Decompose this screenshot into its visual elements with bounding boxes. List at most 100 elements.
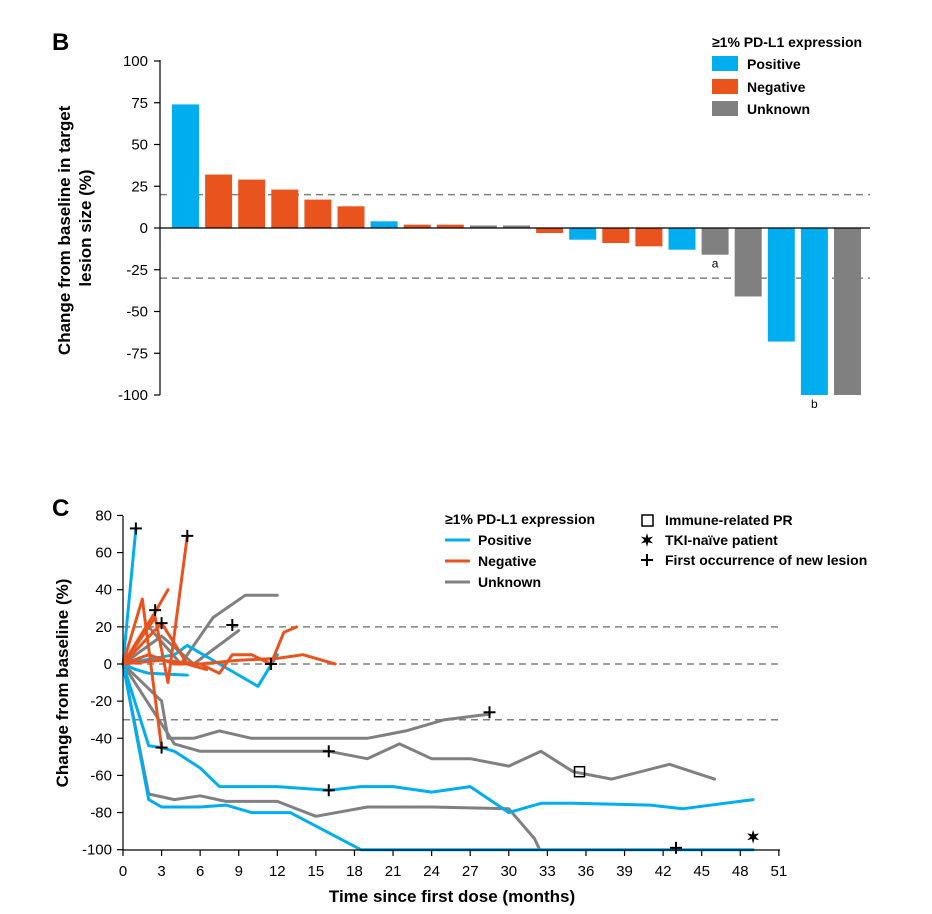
panel-c-reference-lines — [123, 626, 780, 721]
panel-c-x-tick-label: 30 — [500, 863, 517, 880]
new-lesion-marker-2 — [149, 604, 162, 617]
tki-naive-star-icon — [640, 533, 654, 547]
panel-b-bar-10 — [469, 225, 497, 228]
panel-b-bar-9 — [436, 224, 464, 228]
immune-related-pr-marker — [573, 765, 586, 778]
panel-b-bar-6 — [337, 206, 365, 228]
new-lesion-marker-8 — [322, 745, 335, 758]
new-lesion-marker-6 — [264, 658, 277, 670]
panel-c-x-tick-label: 21 — [385, 863, 402, 880]
panel-c-legend: ≥1% PD-L1 expression Positive Negative U… — [445, 511, 595, 590]
panel-c-x-tick-label: 18 — [346, 863, 363, 880]
panel-c-legend-label-negative: Negative — [478, 553, 537, 569]
panel-b-y-axis-title: Change from baseline in target lesion si… — [55, 101, 95, 355]
panel-c-y-tick-label: -80 — [90, 805, 112, 822]
panel-b-legend-title: ≥1% PD-L1 expression — [712, 34, 862, 50]
marker-legend-new-lesion: First occurrence of new lesion — [665, 552, 867, 568]
panel-c-legend-label-unknown: Unknown — [478, 574, 541, 590]
marker-legend-tki-naive: TKI-naïve patient — [665, 532, 778, 548]
panel-b-bar-8 — [403, 224, 431, 228]
panel-b-y-tick-label: 25 — [131, 178, 148, 195]
panel-b-legend-swatch-negative — [712, 79, 738, 94]
panel-b-bar-note-a: a — [712, 257, 719, 271]
panel-b-y-tick-label: -25 — [126, 262, 148, 279]
panel-b-bar-3 — [238, 179, 266, 228]
new-lesion-marker-5 — [226, 619, 239, 632]
panel-b-bar-2 — [205, 174, 233, 228]
panel-b-reference-lines — [160, 193, 870, 279]
panel-c-x-tick-label: 45 — [693, 863, 710, 880]
new-lesion-plus-icon — [641, 554, 653, 566]
new-lesion-marker-7 — [155, 741, 168, 754]
panel-c-y-ticks: 80 60 40 20 0 -20 -40 -60 -80 -100 — [82, 507, 123, 859]
panel-c-y-tick-label: 0 — [104, 656, 112, 673]
panel-c-series — [121, 526, 755, 852]
panel-b-bar-4 — [271, 189, 299, 228]
panel-b-y-ticks: 100 75 50 25 0 -25 -50 -75 -100 — [118, 53, 160, 404]
panel-c-series-negative-16 — [121, 653, 337, 666]
panel-c-x-tick-label: 51 — [771, 863, 788, 880]
marker-legend-immune-related-pr: Immune-related PR — [665, 512, 793, 528]
panel-b-bar-19 — [767, 228, 795, 342]
panel-b-bar-12 — [536, 228, 564, 234]
panel-b-legend-label-negative: Negative — [747, 79, 806, 95]
panel-c-series-positive-9 — [121, 662, 755, 815]
panel-c-x-tick-label: 6 — [196, 863, 204, 880]
panel-c-series-negative-13 — [121, 534, 189, 685]
panel-b-bar-14 — [602, 228, 630, 244]
new-lesion-marker-11 — [669, 841, 682, 854]
panel-c-x-tick-label: 9 — [235, 863, 243, 880]
panel-c-series-positive-10 — [121, 662, 755, 852]
panel-b-y-tick-label: -75 — [126, 345, 148, 362]
panel-b-label: B — [52, 29, 69, 56]
panel-b-bar-20 — [800, 228, 828, 395]
panel-b-y-tick-label: -50 — [126, 304, 148, 321]
panel-c-x-ticks: 0 3 6 9 12 15 18 21 24 27 30 33 36 39 42 45 48 51 — [119, 850, 787, 880]
panel-c-x-tick-label: 3 — [157, 863, 165, 880]
panel-b-bar-5 — [304, 199, 332, 228]
panel-c-x-tick-label: 0 — [119, 863, 127, 880]
panel-c-series-unknown-3 — [121, 662, 491, 740]
panel-c-series-positive-8 — [121, 643, 279, 688]
panel-c-series-unknown-4 — [121, 662, 717, 781]
panel-b-ylabel-line-1: Change from baseline in target — [55, 105, 74, 355]
new-lesion-marker-10 — [483, 706, 496, 719]
panel-c-x-tick-label: 36 — [578, 863, 595, 880]
panel-b-bars: ab — [172, 104, 861, 411]
panel-c-y-tick-label: 60 — [95, 545, 112, 562]
panel-c-x-tick-label: 42 — [655, 863, 672, 880]
panel-c-x-tick-label: 48 — [732, 863, 749, 880]
panel-b-legend: ≥1% PD-L1 expression Positive Negative U… — [712, 34, 862, 117]
panel-b-bar-21 — [834, 228, 861, 395]
panel-b-bar-18 — [734, 228, 762, 297]
panel-c-y-tick-label: 80 — [95, 507, 112, 524]
panel-c-y-tick-label: -20 — [90, 693, 112, 710]
panel-b-ylabel-line-2: lesion size (%) — [76, 169, 95, 286]
panel-c-x-tick-label: 39 — [616, 863, 633, 880]
panel-c-series-unknown-5 — [121, 662, 542, 852]
panel-b-y-tick-label: 50 — [131, 137, 148, 154]
panel-c-x-tick-label: 33 — [539, 863, 556, 880]
tki-naive-marker — [747, 829, 760, 844]
panel-c-series-negative-11 — [121, 597, 164, 750]
panel-c-x-tick-label: 24 — [423, 863, 440, 880]
panel-b-y-tick-label: 75 — [131, 95, 148, 112]
panel-b-legend-label-positive: Positive — [747, 56, 801, 72]
new-lesion-marker-9 — [322, 784, 335, 797]
panel-b-legend-swatch-positive — [712, 56, 738, 71]
panel-b-y-tick-label: 0 — [140, 220, 148, 237]
panel-c-series-positive-6 — [121, 526, 138, 666]
panel-c-x-tick-label: 27 — [462, 863, 479, 880]
panel-b-bar-15 — [635, 228, 663, 247]
panel-b-y-tick-label: -100 — [118, 387, 148, 404]
new-lesion-marker-1 — [129, 522, 142, 535]
panel-c-x-tick-label: 12 — [269, 863, 286, 880]
panel-b-legend-label-unknown: Unknown — [747, 101, 810, 117]
panel-c-label: C — [52, 495, 69, 522]
panel-c-y-axis-title: Change from baseline (%) — [53, 579, 72, 788]
panel-c-y-tick-label: -100 — [82, 842, 112, 859]
panel-c-y-tick-label: 20 — [95, 619, 112, 636]
panel-c-marker-legend: Immune-related PR TKI-naïve patient Firs… — [640, 512, 867, 568]
